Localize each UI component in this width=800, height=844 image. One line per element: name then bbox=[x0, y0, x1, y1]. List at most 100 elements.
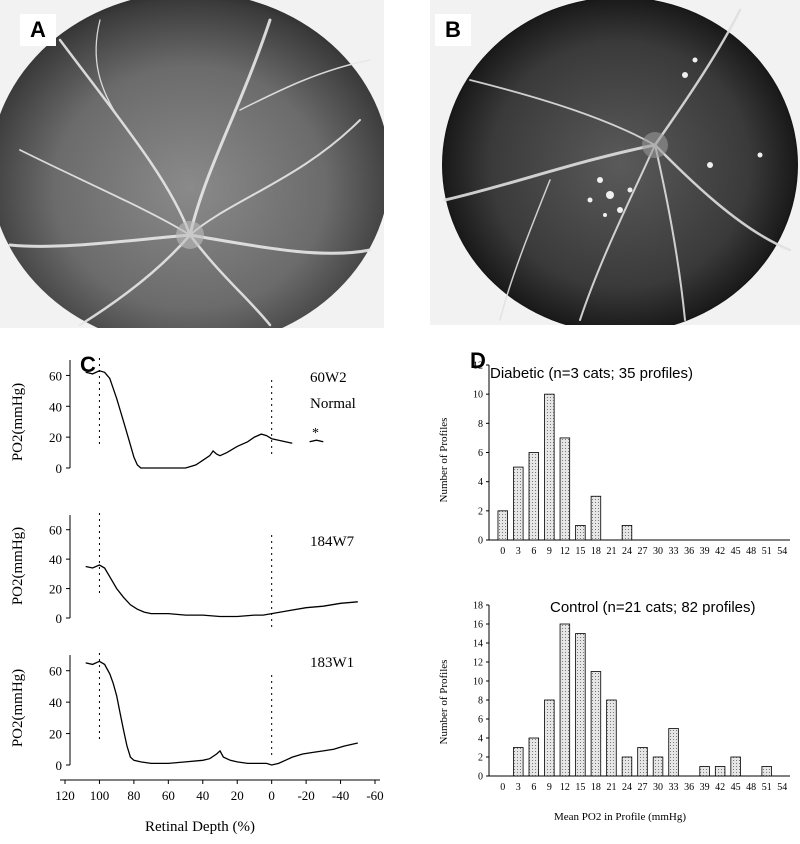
c-ytick-label-1-0: 0 bbox=[56, 611, 63, 626]
diabetic-bar-18 bbox=[590, 495, 602, 541]
control-xtick-label-7: 21 bbox=[606, 782, 616, 793]
trace-label-60W2: 60W2 bbox=[310, 370, 347, 386]
trace-183W1 bbox=[85, 660, 358, 766]
trace-asterisk: * bbox=[312, 426, 319, 441]
diabetic-xtick-label-4: 12 bbox=[560, 546, 570, 557]
c-ytick-label-2-3: 60 bbox=[49, 664, 62, 679]
control-bar-42 bbox=[714, 766, 726, 777]
diabetic-xtick-label-1: 3 bbox=[516, 546, 521, 557]
c-ytick-label-2-0: 0 bbox=[56, 758, 63, 773]
d-ylabel-bottom: Number of Profiles bbox=[438, 660, 450, 745]
control-xtick-label-8: 24 bbox=[622, 782, 632, 793]
diabetic-ytick-label-2: 4 bbox=[478, 477, 483, 488]
c-ytick-label-1-1: 20 bbox=[49, 582, 62, 597]
histograms: Diabetic (n=3 cats; 35 profiles) Control… bbox=[438, 361, 790, 823]
c-ytick-label-2-1: 20 bbox=[49, 727, 62, 742]
diabetic-ytick-label-4: 8 bbox=[478, 419, 483, 430]
diabetic-title: Diabetic (n=3 cats; 35 profiles) bbox=[490, 365, 693, 382]
d-xlabel: Mean PO2 in Profile (mmHg) bbox=[554, 811, 686, 823]
c-xtick-label-4: 40 bbox=[196, 788, 209, 803]
control-xtick-label-2: 6 bbox=[531, 782, 536, 793]
trace-60W2 bbox=[85, 370, 324, 469]
control-xtick-label-9: 27 bbox=[638, 782, 648, 793]
fundus-image-b: B bbox=[430, 0, 800, 325]
diabetic-xtick-label-18: 54 bbox=[777, 546, 787, 557]
trace-label-183W1: 183W1 bbox=[310, 655, 354, 671]
control-bar-33 bbox=[668, 728, 679, 777]
control-bar-12 bbox=[559, 623, 571, 777]
diabetic-ytick-label-6: 12 bbox=[473, 361, 483, 372]
diabetic-xtick-label-6: 18 bbox=[591, 546, 601, 557]
c-ytick-label-0-1: 20 bbox=[49, 430, 62, 445]
control-xtick-label-5: 15 bbox=[575, 782, 585, 793]
c-ylabel-1: PO2(mmHg) bbox=[10, 383, 26, 461]
diabetic-bar-24 bbox=[621, 525, 633, 541]
diabetic-bar-9 bbox=[544, 393, 555, 541]
control-ytick-label-0: 0 bbox=[478, 772, 483, 783]
c-ytick-label-1-3: 60 bbox=[49, 523, 62, 538]
c-xtick-label-3: 60 bbox=[162, 788, 175, 803]
diabetic-xtick-label-13: 39 bbox=[700, 546, 710, 557]
c-ytick-label-0-3: 60 bbox=[49, 368, 62, 383]
c-xtick-label-2: 80 bbox=[127, 788, 140, 803]
control-xtick-label-17: 51 bbox=[762, 782, 772, 793]
control-xtick-label-14: 42 bbox=[715, 782, 725, 793]
trace-sublabel-normal: Normal bbox=[310, 396, 356, 412]
diabetic-xtick-label-16: 48 bbox=[746, 546, 756, 557]
diabetic-xtick-label-2: 6 bbox=[531, 546, 536, 557]
control-bar-24 bbox=[621, 756, 633, 777]
control-xtick-label-16: 48 bbox=[746, 782, 756, 793]
c-xtick-label-5: 20 bbox=[231, 788, 244, 803]
diabetic-xtick-label-15: 45 bbox=[731, 546, 741, 557]
control-xtick-label-10: 30 bbox=[653, 782, 663, 793]
diabetic-ytick-label-0: 0 bbox=[478, 536, 483, 547]
control-bar-6 bbox=[528, 737, 540, 777]
c-ytick-label-2-2: 40 bbox=[49, 695, 62, 710]
panel-c-label: C bbox=[80, 352, 96, 377]
control-bar-15 bbox=[575, 633, 586, 777]
control-ytick-label-7: 14 bbox=[473, 639, 483, 650]
control-bar-9 bbox=[544, 699, 555, 777]
control-ytick-label-4: 8 bbox=[478, 696, 483, 707]
control-xtick-label-4: 12 bbox=[560, 782, 570, 793]
fundus-b-graphic bbox=[430, 0, 800, 325]
control-ytick-label-2: 4 bbox=[478, 734, 483, 745]
trace-label-184W7: 184W7 bbox=[310, 534, 355, 550]
diabetic-ytick-label-1: 2 bbox=[478, 506, 483, 517]
c-ytick-label-0-0: 0 bbox=[56, 461, 63, 476]
control-ytick-label-3: 6 bbox=[478, 715, 483, 726]
diabetic-xtick-label-3: 9 bbox=[547, 546, 552, 557]
control-xtick-label-13: 39 bbox=[700, 782, 710, 793]
diabetic-ytick-label-3: 6 bbox=[478, 448, 483, 459]
control-ytick-label-9: 18 bbox=[473, 601, 483, 612]
diabetic-xtick-label-0: 0 bbox=[500, 546, 505, 557]
trace-184W7 bbox=[85, 564, 358, 618]
diabetic-bar-6 bbox=[528, 452, 540, 541]
diabetic-xtick-label-12: 36 bbox=[684, 546, 694, 557]
control-ytick-label-5: 10 bbox=[473, 677, 483, 688]
control-bar-21 bbox=[606, 699, 617, 777]
control-xtick-label-1: 3 bbox=[516, 782, 521, 793]
control-xtick-label-3: 9 bbox=[547, 782, 552, 793]
diabetic-bar-0 bbox=[497, 510, 508, 541]
diabetic-xtick-label-9: 27 bbox=[638, 546, 648, 557]
c-xtick-label-7: -20 bbox=[297, 788, 314, 803]
c-xtick-label-9: -60 bbox=[366, 788, 383, 803]
control-bar-45 bbox=[730, 756, 741, 777]
diabetic-xtick-label-5: 15 bbox=[575, 546, 585, 557]
control-bar-51 bbox=[761, 766, 772, 777]
c-xtick-label-0: 120 bbox=[55, 788, 75, 803]
c-ytick-label-1-2: 40 bbox=[49, 552, 62, 567]
control-bar-27 bbox=[637, 747, 648, 777]
diabetic-xtick-label-14: 42 bbox=[715, 546, 725, 557]
c-xtick-label-1: 100 bbox=[90, 788, 110, 803]
control-ytick-label-6: 12 bbox=[473, 658, 483, 669]
fundus-image-a: A bbox=[0, 0, 384, 328]
diabetic-bar-12 bbox=[559, 437, 571, 541]
c-xtick-label-8: -40 bbox=[332, 788, 349, 803]
control-xtick-label-15: 45 bbox=[731, 782, 741, 793]
control-xtick-label-12: 36 bbox=[684, 782, 694, 793]
c-xlabel: Retinal Depth (%) bbox=[145, 819, 255, 835]
control-xtick-label-18: 54 bbox=[777, 782, 787, 793]
control-xtick-label-11: 33 bbox=[669, 782, 679, 793]
